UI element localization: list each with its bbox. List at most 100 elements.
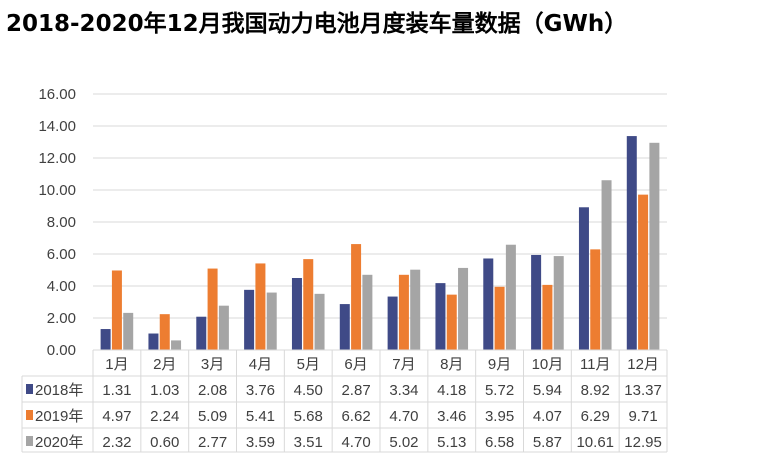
category-label: 7月 bbox=[392, 356, 415, 373]
category-label: 5月 bbox=[297, 356, 320, 373]
data-label: 4.50 bbox=[294, 382, 323, 399]
data-label: 3.76 bbox=[246, 382, 275, 399]
bar-2019年-11月 bbox=[590, 249, 601, 350]
data-label: 1.03 bbox=[150, 382, 179, 399]
bar-2020年-10月 bbox=[553, 256, 564, 350]
data-label: 0.60 bbox=[150, 434, 179, 451]
data-label: 13.37 bbox=[624, 382, 662, 399]
bar-2019年-5月 bbox=[303, 259, 314, 350]
bar-2018年-2月 bbox=[148, 333, 159, 350]
y-tick-label: 4.00 bbox=[47, 278, 76, 295]
bar-2018年-8月 bbox=[435, 283, 446, 350]
y-tick-label: 8.00 bbox=[47, 214, 76, 231]
bar-2019年-4月 bbox=[255, 263, 266, 350]
legend-key-2020年 bbox=[26, 436, 33, 446]
data-label: 5.13 bbox=[437, 434, 466, 451]
data-label: 5.68 bbox=[294, 408, 323, 425]
data-label: 4.70 bbox=[389, 408, 418, 425]
bar-2020年-6月 bbox=[362, 274, 373, 350]
data-label: 2.87 bbox=[341, 382, 370, 399]
y-tick-label: 12.00 bbox=[38, 150, 76, 167]
data-label: 8.92 bbox=[581, 382, 610, 399]
data-label: 1.31 bbox=[102, 382, 131, 399]
data-label: 3.51 bbox=[294, 434, 323, 451]
data-label: 2.08 bbox=[198, 382, 227, 399]
data-label: 6.62 bbox=[341, 408, 370, 425]
data-label: 10.61 bbox=[576, 434, 614, 451]
data-label: 5.72 bbox=[485, 382, 514, 399]
bar-2018年-7月 bbox=[387, 296, 398, 350]
legend-label: 2019年 bbox=[35, 408, 83, 425]
category-label: 9月 bbox=[488, 356, 511, 373]
bar-2018年-11月 bbox=[578, 207, 589, 350]
bar-2019年-9月 bbox=[494, 286, 505, 350]
legend-label: 2018年 bbox=[35, 382, 83, 399]
category-label: 4月 bbox=[249, 356, 272, 373]
y-tick-label: 2.00 bbox=[47, 310, 76, 327]
category-label: 2月 bbox=[153, 356, 176, 373]
data-label: 2.77 bbox=[198, 434, 227, 451]
legend-key-2019年 bbox=[26, 410, 33, 420]
bar-2018年-9月 bbox=[483, 258, 494, 350]
data-label: 12.95 bbox=[624, 434, 662, 451]
data-label: 2.24 bbox=[150, 408, 179, 425]
data-label: 4.18 bbox=[437, 382, 466, 399]
bar-2019年-2月 bbox=[159, 314, 170, 350]
data-label: 5.02 bbox=[389, 434, 418, 451]
category-label: 1月 bbox=[105, 356, 128, 373]
bar-2020年-12月 bbox=[649, 142, 660, 350]
bar-2020年-11月 bbox=[601, 180, 612, 350]
bar-2020年-5月 bbox=[314, 293, 325, 350]
data-label: 3.95 bbox=[485, 408, 514, 425]
y-tick-label: 10.00 bbox=[38, 182, 76, 199]
legend-label: 2020年 bbox=[35, 434, 83, 451]
bar-2020年-3月 bbox=[218, 305, 229, 350]
bar-2019年-8月 bbox=[446, 294, 457, 350]
data-label: 6.29 bbox=[581, 408, 610, 425]
category-label: 10月 bbox=[532, 356, 564, 373]
category-label: 6月 bbox=[344, 356, 367, 373]
bar-2018年-4月 bbox=[244, 289, 255, 350]
data-label: 5.87 bbox=[533, 434, 562, 451]
chart-title: 2018-2020年12月我国动力电池月度装车量数据（GWh） bbox=[6, 11, 628, 37]
bar-2018年-3月 bbox=[196, 316, 207, 350]
data-label: 6.58 bbox=[485, 434, 514, 451]
bar-2019年-10月 bbox=[542, 284, 553, 350]
bar-2020年-9月 bbox=[505, 244, 516, 350]
bar-2019年-7月 bbox=[398, 274, 409, 350]
y-tick-label: 14.00 bbox=[38, 118, 76, 135]
bar-2018年-1月 bbox=[100, 329, 111, 350]
data-label: 5.94 bbox=[533, 382, 562, 399]
bar-2018年-6月 bbox=[339, 304, 350, 350]
bar-2020年-4月 bbox=[266, 292, 277, 350]
data-label: 3.59 bbox=[246, 434, 275, 451]
bar-2020年-7月 bbox=[410, 269, 421, 350]
y-tick-label: 16.00 bbox=[38, 86, 76, 103]
data-label: 9.71 bbox=[628, 408, 657, 425]
data-label: 4.07 bbox=[533, 408, 562, 425]
data-label: 2.32 bbox=[102, 434, 131, 451]
category-label: 8月 bbox=[440, 356, 463, 373]
data-label: 4.97 bbox=[102, 408, 131, 425]
bar-2020年-8月 bbox=[458, 267, 469, 350]
category-label: 3月 bbox=[201, 356, 224, 373]
data-label: 5.09 bbox=[198, 408, 227, 425]
data-label: 3.46 bbox=[437, 408, 466, 425]
bar-2019年-3月 bbox=[207, 268, 218, 350]
bar-2018年-10月 bbox=[531, 254, 542, 350]
bar-2020年-1月 bbox=[123, 312, 134, 350]
category-label: 11月 bbox=[580, 356, 611, 373]
bar-2019年-12月 bbox=[638, 194, 649, 350]
y-tick-label: 6.00 bbox=[47, 246, 76, 263]
bar-2019年-1月 bbox=[111, 270, 122, 350]
bar-2018年-12月 bbox=[626, 136, 637, 350]
bar-2020年-2月 bbox=[171, 340, 182, 350]
data-label: 3.34 bbox=[389, 382, 418, 399]
data-label: 5.41 bbox=[246, 408, 275, 425]
legend-key-2018年 bbox=[26, 384, 33, 394]
bar-2019年-6月 bbox=[351, 244, 362, 350]
data-label: 4.70 bbox=[341, 434, 370, 451]
bar-2018年-5月 bbox=[291, 278, 302, 350]
category-label: 12月 bbox=[627, 356, 659, 373]
